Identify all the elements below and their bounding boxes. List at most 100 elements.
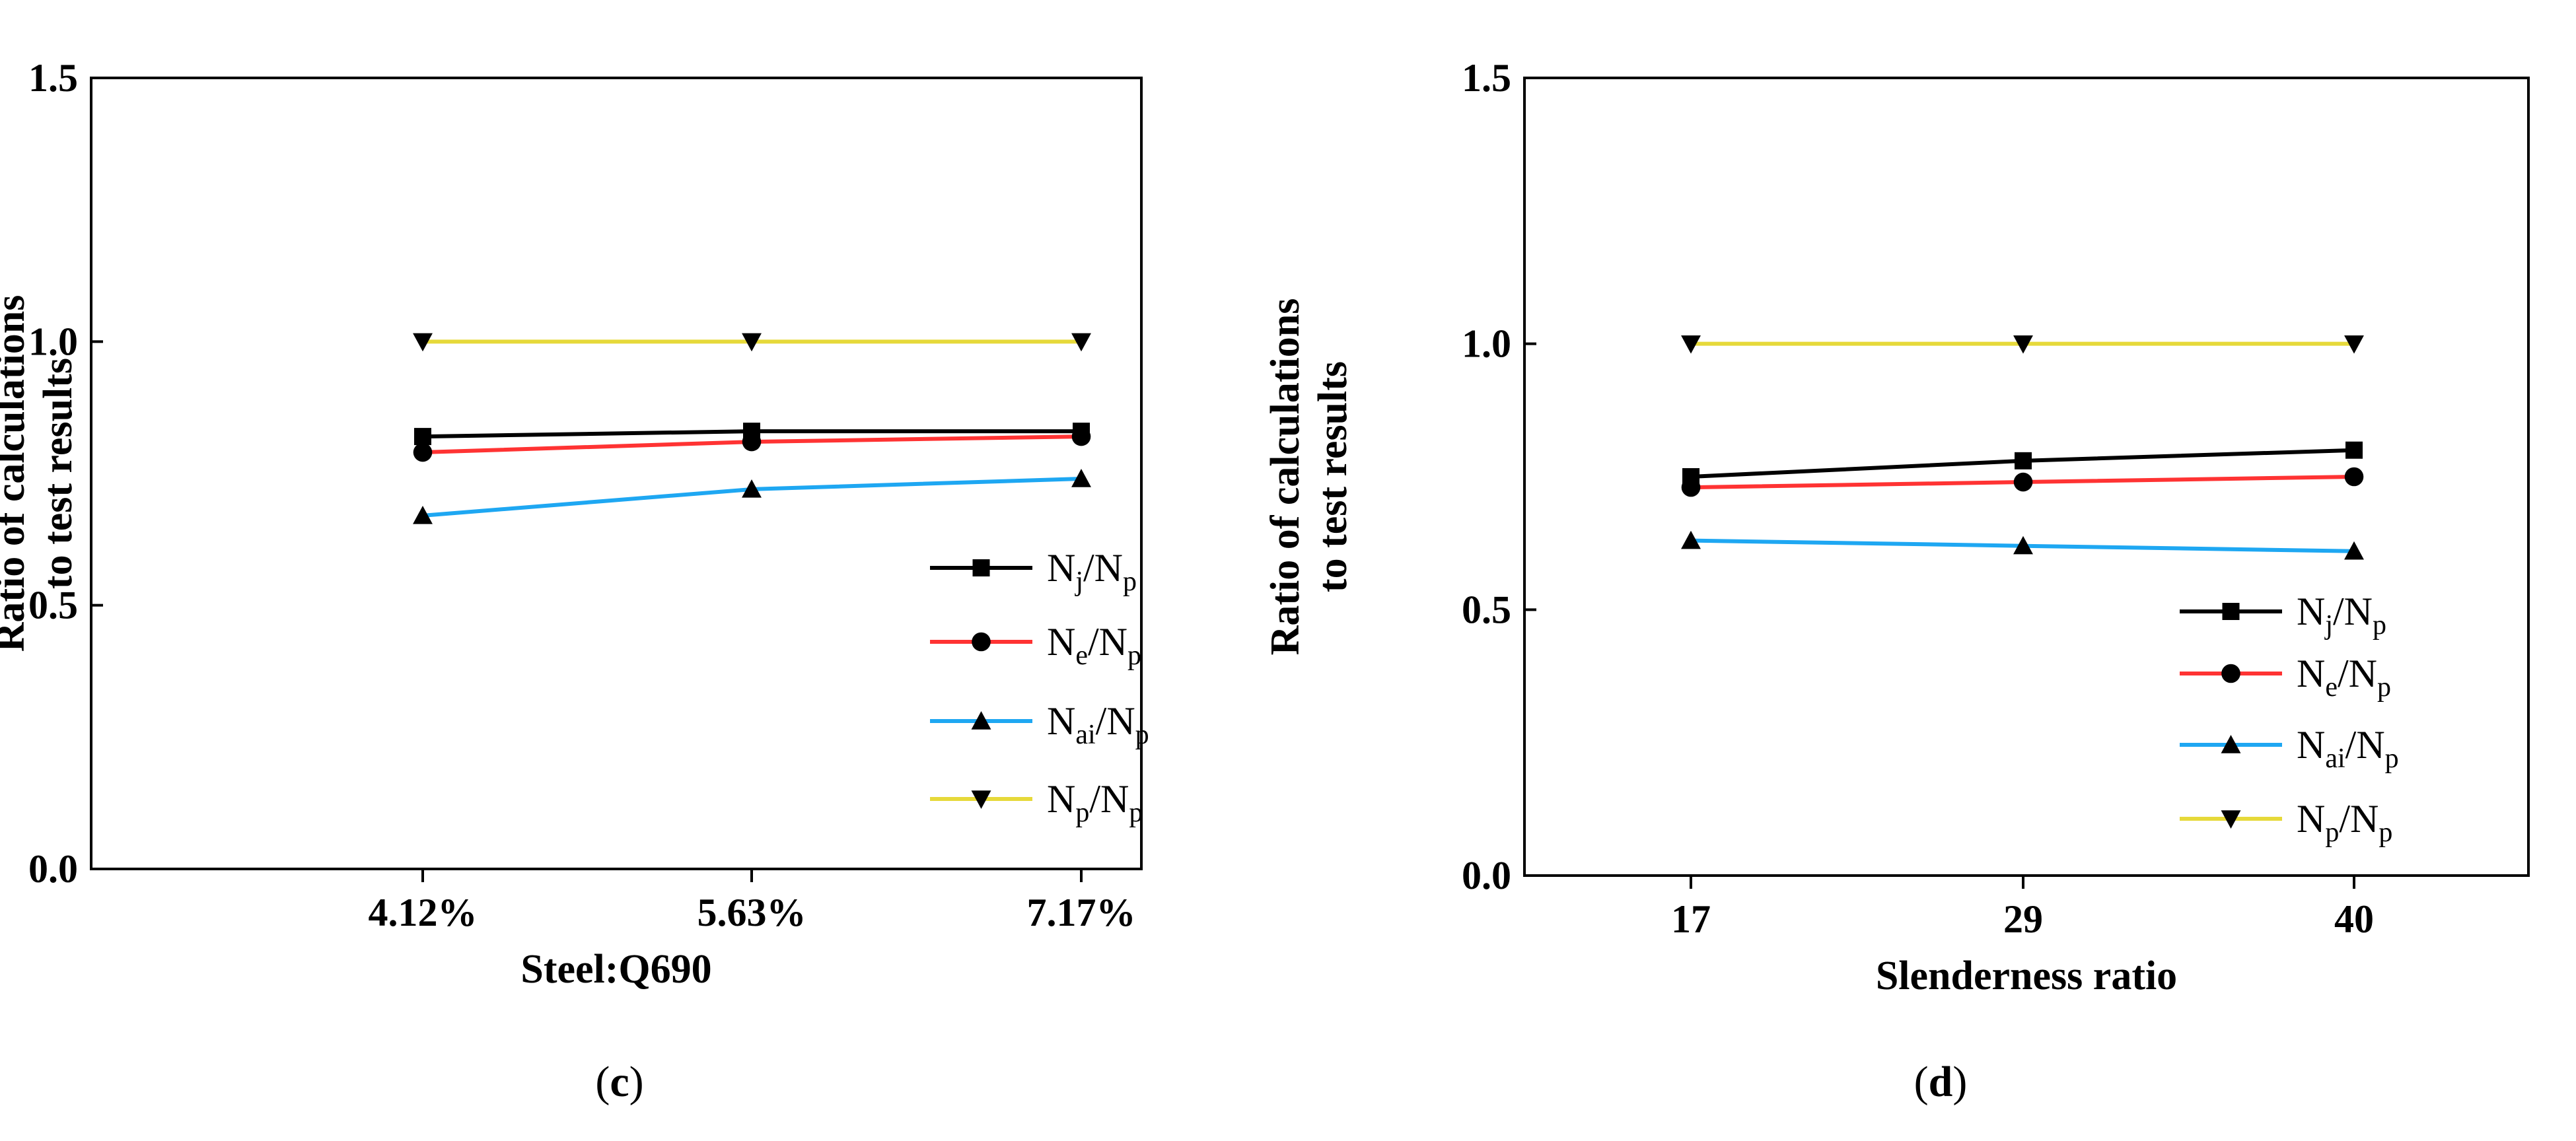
legend-label: Ne/Np (1047, 620, 1141, 671)
x-tick-label: 5.63% (698, 891, 806, 934)
legend-label-subscript: p (2379, 817, 2392, 848)
legend-entry: Nai/Np (2180, 723, 2399, 774)
x-tick-label: 7.17% (1027, 891, 1136, 934)
panel-label: (c) (595, 1058, 643, 1106)
legend-label-subscript: p (2373, 610, 2386, 640)
legend-label-subscript: e (2325, 672, 2338, 703)
y-tick-label: 1.0 (28, 320, 78, 363)
x-tick-label: 4.12% (369, 891, 478, 934)
y-tick-label: 0.0 (1462, 854, 1511, 897)
x-axis-label: Slenderness ratio (1876, 953, 2177, 998)
legend-label-text: /N (1089, 777, 1129, 821)
legend-label-subscript: p (1129, 798, 1143, 828)
data-point (1071, 333, 1091, 352)
panel-label-paren: ) (1952, 1058, 1967, 1106)
legend-label-subscript: ai (2325, 743, 2345, 774)
y-axis-label-line: to test results (1310, 361, 1355, 592)
legend-entry: Np/Np (930, 777, 1143, 828)
legend-marker (972, 632, 991, 652)
legend-marker (2222, 603, 2240, 620)
legend-label-subscript: e (1075, 640, 1088, 671)
legend-label: Nai/Np (1047, 699, 1149, 750)
legend-entry: Ne/Np (930, 620, 1141, 671)
legend-label-text: N (2297, 590, 2325, 633)
data-point (2013, 335, 2033, 354)
legend-label-subscript: j (2324, 610, 2333, 640)
legend-marker (971, 790, 991, 809)
data-point (2013, 536, 2033, 555)
data-point (742, 432, 762, 452)
data-point (2015, 452, 2032, 469)
data-point (2344, 467, 2364, 487)
data-point (414, 428, 431, 446)
legend-label-text: /N (2333, 590, 2373, 633)
y-axis-label-line: Ratio of calculations (1263, 298, 1308, 656)
y-tick-label: 1.0 (1462, 322, 1511, 366)
plot-frame (1523, 77, 2530, 877)
legend-marker (2221, 664, 2240, 683)
y-tick-label: 0.5 (28, 584, 78, 627)
panel-label-paren: ) (629, 1058, 644, 1106)
plot-frame (90, 77, 1143, 870)
y-axis-label: Ratio of calculations to test results (1263, 298, 1355, 656)
y-axis-label-line: to test results (36, 358, 81, 589)
legend-label: Nj/Np (1047, 546, 1137, 597)
legend-label-subscript: p (1135, 720, 1149, 750)
legend-label-subscript: p (2377, 672, 2391, 703)
y-tick-label: 0.5 (1462, 588, 1511, 631)
data-point (1681, 477, 1701, 497)
legend-label: Nj/Np (2297, 590, 2386, 640)
legend-label-text: N (1047, 699, 1075, 743)
y-tick-label: 1.5 (1462, 56, 1511, 100)
legend-marker (2221, 735, 2241, 753)
y-tick-label: 1.5 (28, 56, 78, 100)
legend-label-text: /N (1096, 699, 1135, 743)
data-point (2344, 335, 2364, 354)
x-tick-label: 40 (2334, 897, 2374, 941)
panel-label-letter: c (610, 1058, 629, 1106)
x-axis-label: Steel:Q690 (520, 947, 711, 992)
legend-label: Ne/Np (2297, 652, 2391, 703)
chart-panel-c: 0.0 0.5 1.0 1.5 4.12% 5.63% 7.17% Steel:Q690 Rat… (0, 56, 1149, 1106)
legend-label-subscript: p (1127, 640, 1141, 671)
y-axis-label: Ratio of calculations to test results (0, 295, 81, 652)
legend-label-text: N (1047, 546, 1075, 590)
legend-label-subscript: p (1123, 567, 1137, 597)
y-axis-label-line: Ratio of calculations (0, 295, 33, 652)
legend-entry: Ne/Np (2180, 652, 2391, 703)
panel-label-paren: ( (1914, 1058, 1929, 1106)
legend-label-text: /N (2338, 652, 2377, 695)
x-tick-label: 17 (1671, 897, 1711, 941)
data-point (2344, 541, 2364, 560)
legend-label-text: N (2297, 652, 2325, 695)
legend-label: Np/Np (1047, 777, 1143, 828)
legend-label-text: /N (2345, 723, 2385, 767)
legend-label: Np/Np (2297, 797, 2392, 848)
legend-label-text: /N (2339, 797, 2379, 841)
panel-label-letter: d (1929, 1058, 1953, 1106)
data-point (413, 333, 433, 352)
legend-entry: Nai/Np (930, 699, 1149, 750)
legend-marker (2221, 810, 2241, 829)
legend-marker (972, 559, 990, 576)
legend-entry: Np/Np (2180, 797, 2392, 848)
legend-label-subscript: p (2385, 743, 2399, 774)
legend-label-text: N (2297, 723, 2325, 767)
legend-label-text: N (1047, 777, 1075, 821)
panel-label-paren: ( (595, 1058, 610, 1106)
chart-panel-d: 0.0 0.5 1.0 1.5 17 29 40 Slenderness ratio Ratio… (1263, 56, 2530, 1106)
legend-label-subscript: j (1074, 567, 1083, 597)
data-point (742, 479, 762, 498)
panel-label: (d) (1914, 1058, 1968, 1106)
legend-label-subscript: p (1075, 798, 1089, 828)
legend-marker (971, 711, 991, 730)
legend-label: Nai/Np (2297, 723, 2399, 774)
legend-label-text: /N (1083, 546, 1123, 590)
data-point (1071, 469, 1091, 487)
data-point (1071, 427, 1091, 446)
legend-label-text: N (1047, 620, 1075, 664)
data-point (413, 505, 433, 524)
data-point (413, 442, 433, 462)
data-point (1681, 530, 1701, 549)
